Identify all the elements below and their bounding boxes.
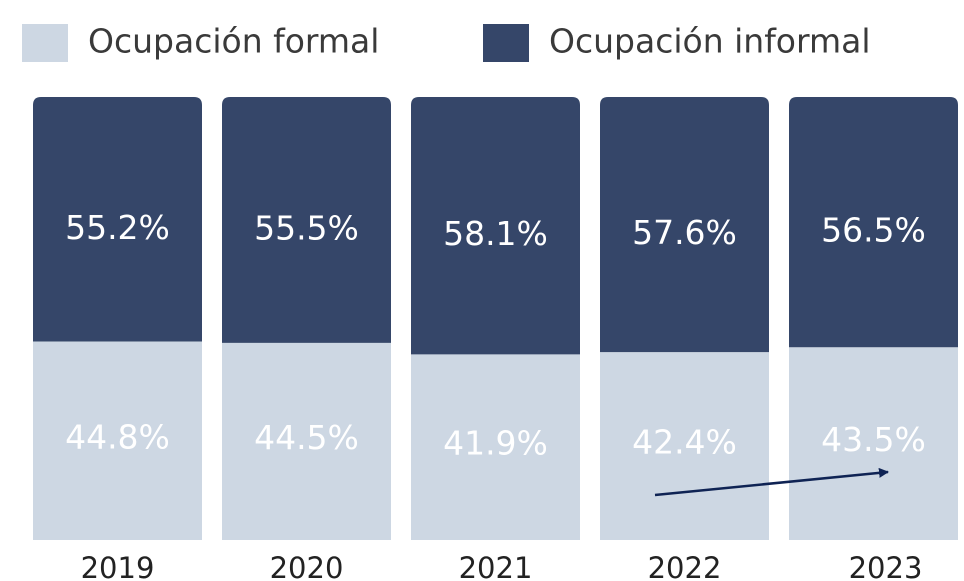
value-label: 44.5% bbox=[254, 418, 359, 457]
legend-swatch bbox=[22, 24, 68, 62]
bar-segment bbox=[789, 347, 958, 540]
bar-segment bbox=[600, 97, 769, 353]
bar-segment bbox=[411, 354, 580, 540]
value-label: 56.5% bbox=[821, 211, 926, 250]
value-label: 58.1% bbox=[443, 214, 548, 253]
trend-arrow bbox=[654, 467, 889, 497]
bar-segment bbox=[789, 97, 958, 348]
x-tick-label: 2021 bbox=[459, 551, 533, 581]
bar-segment bbox=[33, 341, 202, 540]
bar-segment bbox=[222, 97, 391, 343]
x-tick-label: 2020 bbox=[270, 551, 344, 581]
bar-segment bbox=[411, 97, 580, 355]
x-tick-label: 2019 bbox=[81, 551, 155, 581]
value-label: 42.4% bbox=[632, 423, 737, 462]
bar-segment bbox=[600, 352, 769, 540]
x-tick-label: 2023 bbox=[849, 551, 923, 581]
value-label: 55.5% bbox=[254, 208, 359, 247]
x-tick-label: 2022 bbox=[648, 551, 722, 581]
value-label: 43.5% bbox=[821, 420, 926, 459]
bar-segment bbox=[33, 97, 202, 342]
value-label: 57.6% bbox=[632, 213, 737, 252]
legend-label: Ocupación informal bbox=[549, 22, 871, 61]
legend-swatch bbox=[483, 24, 529, 62]
value-label: 55.2% bbox=[65, 208, 170, 247]
value-label: 41.9% bbox=[443, 424, 548, 463]
legend-label: Ocupación formal bbox=[88, 22, 379, 61]
bar-segment bbox=[222, 342, 391, 540]
value-label: 44.8% bbox=[65, 417, 170, 456]
